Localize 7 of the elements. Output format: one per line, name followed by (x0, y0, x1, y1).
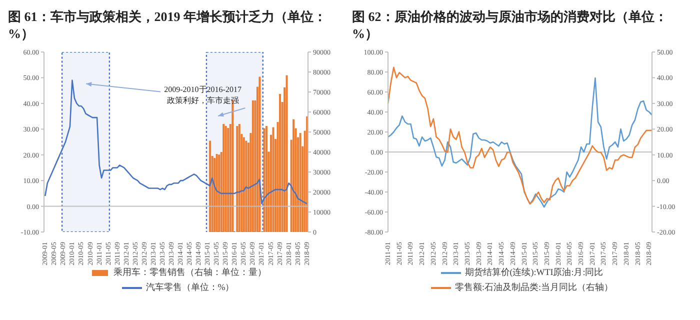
annotation: 2009-2010于2016-2017政策利好，车市走强 (163, 84, 242, 106)
chart-title: 图 61：车市与政策相关，2019 年增长预计乏力（单位：%） (8, 8, 328, 43)
chart-title: 图 62：原油价格的波动与原油市场的消费对比（单位：%） (352, 8, 668, 43)
legend-label: 零售额:石油及制品类:当月同比（右轴） (454, 281, 613, 294)
legend-label: 乘用车：零售销售（右轴：单位：量） (114, 266, 266, 279)
legend-label: 期货结算价(连续):WTI原油:月:同比 (464, 266, 604, 279)
legend-label: 汽车零售（单位：%） (146, 281, 234, 294)
